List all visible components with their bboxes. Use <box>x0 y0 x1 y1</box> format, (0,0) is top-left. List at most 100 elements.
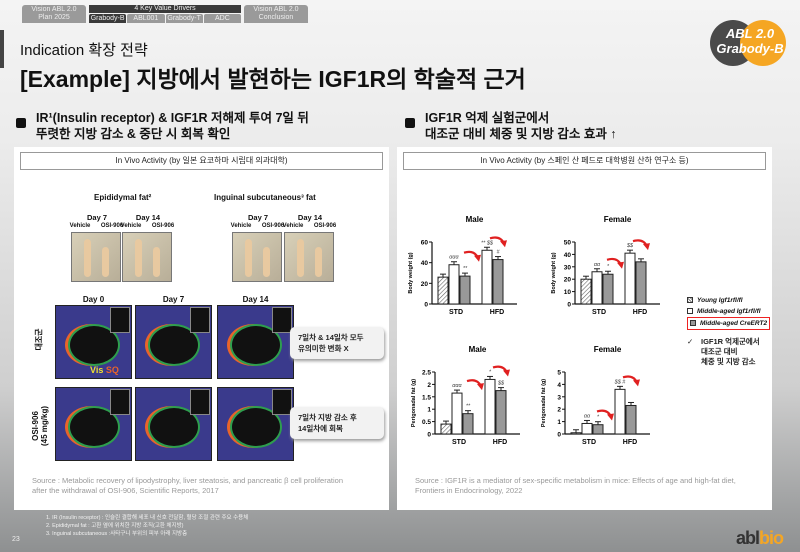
group-label: Vehicle <box>69 223 91 229</box>
nav-label: Vision ABL 2.0 <box>31 6 77 13</box>
footnotes: 1. IR (Insulin receptor) : 인슐린 결합해 세포 내 … <box>46 514 248 538</box>
significance-annotation: αα <box>594 262 601 268</box>
chart-title: Male <box>469 345 487 354</box>
y-axis-label: Body weight (g) <box>408 252 414 293</box>
nav-sub-grabody-b[interactable]: Grabody-B <box>89 14 127 23</box>
nav-label[interactable]: 4 Key Value Drivers <box>89 5 241 13</box>
significance-annotation: ααα <box>452 383 462 389</box>
page-subtitle: Indication 확장 전략 <box>20 42 148 59</box>
top-navigation: Vision ABL 2.0 Plan 2025 4 Key Value Driv… <box>22 5 308 23</box>
y-tick-label: 1 <box>557 419 561 426</box>
significance-annotation: $$ <box>497 381 505 387</box>
bar <box>459 275 471 305</box>
page-title: [Example] 지방에서 발현하는 IGF1R의 학술적 근거 <box>20 66 526 92</box>
footnote: 2. Epididymal fat : 고환 옆에 위치한 지방 조직(고환 체… <box>46 523 184 529</box>
bar <box>462 413 474 435</box>
fat-tissue-photo <box>284 232 334 282</box>
abl-badge: ABL 2.0 Grabody-B <box>710 20 790 70</box>
group-label: Vehicle <box>230 223 252 229</box>
y-tick-label: 0 <box>567 302 571 309</box>
chart-title: Female <box>604 215 632 224</box>
bar <box>635 261 647 305</box>
callout-control: 7일차 & 14일차 모두 유의미한 변화 X <box>290 327 384 359</box>
bar <box>592 424 604 435</box>
significance-annotation: * <box>607 264 610 270</box>
nav-sub-abl001[interactable]: ABL001 <box>127 14 165 23</box>
badge-line: Grabody-B <box>716 41 784 56</box>
fat-tissue-photo <box>71 232 121 282</box>
bar <box>625 404 637 435</box>
x-tick-label: STD <box>449 309 463 316</box>
bar <box>614 388 626 435</box>
fat-tissue-photo <box>122 232 172 282</box>
y-axis-label: Body weight (g) <box>551 252 557 293</box>
significance-annotation: * <box>489 369 492 375</box>
y-tick-label: 1.5 <box>422 394 431 401</box>
legend-sq: SQ <box>105 365 119 375</box>
legend-item: Young Igf1rfl/fl <box>687 295 770 306</box>
page-number: 23 <box>12 536 20 543</box>
nav-sub-grabody-t[interactable]: Grabody-T <box>165 14 203 23</box>
nav-tab-drivers: 4 Key Value Drivers Grabody-B ABL001 Gra… <box>89 5 241 23</box>
logo-part: abl <box>736 528 760 548</box>
significance-annotation: ** <box>463 266 468 272</box>
y-tick-label: 60 <box>421 240 429 247</box>
bar <box>448 264 460 305</box>
bar <box>437 276 449 305</box>
chart-legend: Young Igf1rfl/fl Middle-aged Igf1rfl/fl … <box>687 295 771 330</box>
y-tick-label: 40 <box>421 260 429 267</box>
right-bullet: IGF1R 억제 실험군에서 대조군 대비 체중 및 지방 감소 효과 ↑ <box>405 110 617 142</box>
bar <box>602 273 614 305</box>
significance-annotation: $$ <box>626 243 634 249</box>
x-tick-label: STD <box>582 439 596 446</box>
mri-row-label: 대조군 <box>34 328 44 351</box>
day-label: Day 14 <box>135 213 161 222</box>
right-panel: In Vivo Activity (by 스페인 산 페드로 대학병원 산하 연… <box>397 147 772 510</box>
x-tick-label: STD <box>592 309 606 316</box>
mri-scan <box>135 387 212 461</box>
y-tick-label: 0 <box>557 432 561 439</box>
bar <box>581 422 593 435</box>
source-citation: Source : Metabolic recovery of lipodystr… <box>32 476 343 496</box>
y-tick-label: 4 <box>557 382 561 389</box>
mri-scan <box>217 305 294 379</box>
bar <box>570 432 582 435</box>
significance-annotation: ** $$ <box>481 240 494 246</box>
footnote: 1. IR (Insulin receptor) : 인슐린 결합해 세포 내 … <box>46 515 249 521</box>
title-accent-bar <box>0 30 4 68</box>
y-tick-label: 2 <box>557 407 561 414</box>
mri-day-label: Day 0 <box>82 295 105 304</box>
nav-sub-adc[interactable]: ADC <box>203 14 241 23</box>
bar <box>624 252 636 305</box>
bullet-line: 뚜렷한 지방 감소 & 중단 시 회복 확인 <box>36 127 231 141</box>
significance-annotation: ** <box>466 404 471 410</box>
nav-label: Conclusion <box>258 14 294 21</box>
significance-annotation: αα <box>584 413 591 419</box>
group-label: OSI-906 <box>313 223 337 229</box>
significance-annotation: # <box>496 250 500 256</box>
y-tick-label: 0 <box>424 302 428 309</box>
legend-label: Middle-aged CreERT2 <box>700 320 768 327</box>
ablbio-logo: ablbio <box>736 528 784 549</box>
y-axis-label: Perigonadal fat (g) <box>541 379 547 427</box>
group-label: OSI-906 <box>151 223 175 229</box>
mri-day-label: Day 14 <box>242 295 269 304</box>
x-tick-label: HFD <box>633 309 647 316</box>
y-tick-label: 5 <box>557 370 561 377</box>
y-tick-label: 0 <box>427 432 431 439</box>
mri-row-label: OSI-906 (45 mg/kg) <box>31 405 50 447</box>
legend-item-highlighted: Middle-aged CreERT2 <box>687 317 771 330</box>
nav-tab-conclusion[interactable]: Vision ABL 2.0 Conclusion <box>244 5 308 23</box>
source-line: Frontiers in Endocrinology, 2022 <box>415 486 523 495</box>
day-label: Day 7 <box>86 213 107 222</box>
nav-tab-plan[interactable]: Vision ABL 2.0 Plan 2025 <box>22 5 86 23</box>
legend-vis: Vis <box>90 365 104 375</box>
y-tick-label: 30 <box>564 264 572 271</box>
bar <box>495 390 507 435</box>
significance-annotation: * <box>597 415 600 421</box>
callout-osi: 7일차 지방 감소 후 14일차에 회복 <box>290 407 384 439</box>
bullet-line: IR¹(Insulin receptor) & IGF1R 저해제 투여 7일 … <box>36 111 309 125</box>
y-tick-label: 1 <box>427 407 431 414</box>
significance-annotation: $$ # <box>614 379 627 385</box>
group-label: Vehicle <box>282 223 304 229</box>
